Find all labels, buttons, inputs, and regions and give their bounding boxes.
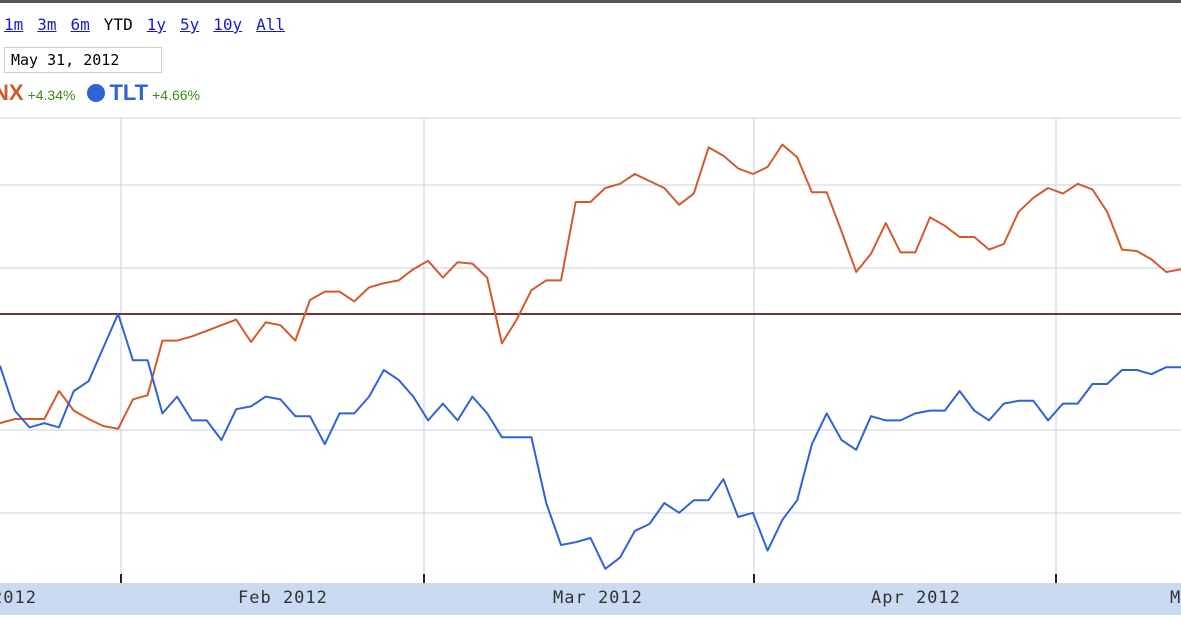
zoom-6m[interactable]: 6m bbox=[70, 15, 90, 34]
legend-tlt-symbol[interactable]: TLT bbox=[109, 80, 149, 105]
zoom-all[interactable]: All bbox=[256, 15, 286, 34]
legend-nx-symbol[interactable]: NX bbox=[0, 80, 24, 105]
zoom-bar: 1m 3m 6m YTD 1y 5y 10y All bbox=[4, 15, 285, 39]
zoom-5y[interactable]: 5y bbox=[179, 15, 200, 34]
x-label-mar: Mar 2012 bbox=[553, 588, 643, 608]
series-line-nx bbox=[0, 143, 1181, 430]
legend-nx-change: +4.34% bbox=[27, 87, 76, 103]
chart-legend: NX +4.34% TLT +4.66% bbox=[0, 80, 200, 110]
zoom-1m[interactable]: 1m bbox=[4, 15, 24, 34]
zoom-ytd[interactable]: YTD bbox=[103, 15, 133, 34]
x-label-may: M bbox=[1170, 588, 1181, 608]
zoom-1y[interactable]: 1y bbox=[146, 15, 166, 34]
x-label-apr: Apr 2012 bbox=[871, 588, 961, 608]
zoom-3m[interactable]: 3m bbox=[37, 15, 57, 34]
legend-tlt-change: +4.66% bbox=[152, 87, 200, 103]
x-axis-band bbox=[0, 583, 1181, 615]
top-border bbox=[0, 0, 1181, 3]
zoom-10y[interactable]: 10y bbox=[213, 15, 243, 34]
x-label-feb: Feb 2012 bbox=[238, 588, 328, 608]
legend-tlt-dot-icon bbox=[87, 84, 106, 102]
series-line-tlt bbox=[0, 313, 1181, 570]
date-display: May 31, 2012 bbox=[4, 47, 162, 73]
x-label-jan: 2012 bbox=[0, 588, 37, 608]
